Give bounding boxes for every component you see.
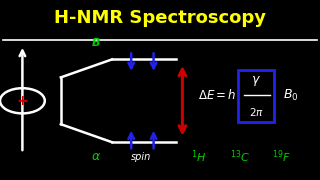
Text: H-NMR Spectroscopy: H-NMR Spectroscopy (54, 9, 266, 27)
Text: $2\pi$: $2\pi$ (249, 106, 263, 118)
Text: $\Delta E = h$: $\Delta E = h$ (198, 88, 237, 102)
Text: $^{19}F$: $^{19}F$ (272, 148, 291, 165)
Text: $^1H$: $^1H$ (191, 148, 206, 165)
Text: B: B (92, 38, 100, 48)
Text: $\gamma$: $\gamma$ (251, 74, 261, 88)
Text: α: α (92, 150, 100, 163)
Text: +: + (17, 94, 28, 108)
Text: $^{13}C$: $^{13}C$ (230, 148, 250, 165)
Text: spin: spin (131, 152, 151, 162)
Text: $B_0$: $B_0$ (284, 88, 299, 103)
